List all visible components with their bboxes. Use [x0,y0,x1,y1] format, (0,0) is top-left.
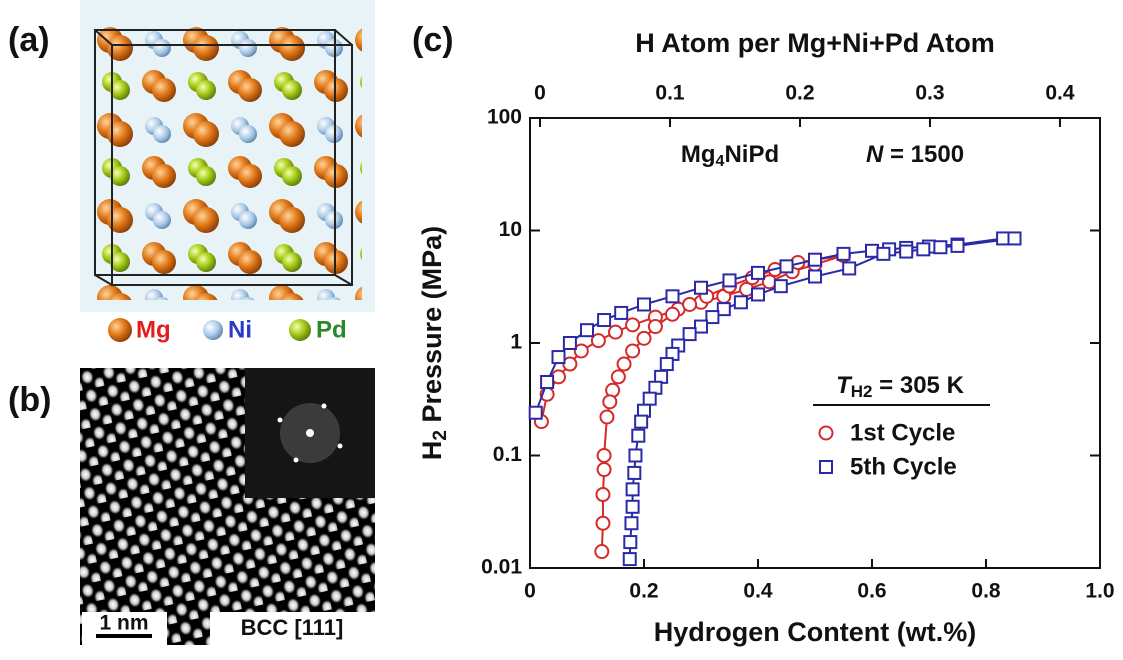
point [900,246,912,258]
legend-marker [820,461,832,473]
point [934,241,946,253]
point [695,282,707,294]
point [629,450,641,462]
point [541,376,553,388]
point [838,248,850,260]
legend-label: 5th Cycle [850,453,957,480]
point [695,321,707,333]
scale-bar-label: 1 nm [99,612,148,635]
y-tick-label: 1 [510,331,522,354]
point [775,280,787,292]
point [649,320,662,333]
x2-tick-label: 0.2 [785,82,814,105]
point [781,260,793,272]
panel-label: (a) [8,21,50,59]
point [612,370,625,383]
x-tick-label: 1.0 [1085,580,1114,603]
point [598,449,611,462]
crystal-structure [80,0,375,342]
y-axis-label: H2 Pressure (MPa) [417,226,451,460]
annotation: Mg4NiPd [681,141,779,170]
point [625,517,637,529]
point [581,324,593,336]
x2-axis-label: H Atom per Mg+Ni+Pd Atom [635,28,995,58]
legend-label: Mg [136,316,171,343]
point [809,254,821,266]
x-tick-label: 0.6 [857,580,886,603]
point [683,298,696,311]
point [530,407,542,419]
point [615,307,627,319]
point [809,271,821,283]
point [598,314,610,326]
point [706,311,718,323]
x-tick-label: 0.2 [629,580,658,603]
y-tick-label: 100 [487,106,522,129]
point [564,337,576,349]
point [997,232,1009,244]
x2-tick-label: 0.4 [1045,82,1075,105]
x-tick-label: 0 [524,580,536,603]
x-axis-label: Hydrogen Content (wt.%) [654,617,976,647]
y-tick-label: 10 [499,218,522,241]
point [917,243,929,255]
point [843,262,855,274]
annotation: N = 1500 [866,141,964,168]
legend-label: Pd [316,316,347,343]
legend-label: 1st Cycle [850,419,955,446]
point [600,410,613,423]
x-tick-label: 0.4 [743,580,773,603]
point [661,358,673,370]
point [752,288,764,300]
point [596,488,609,501]
point [735,296,747,308]
x2-tick-label: 0.1 [655,82,685,105]
x2-tick-label: 0 [534,82,546,105]
plot-frame [530,118,1100,568]
x2-tick-label: 0.3 [915,82,944,105]
point [866,245,878,257]
panel-label: (b) [8,381,51,419]
point [624,536,636,548]
point [718,303,730,315]
point [877,248,889,260]
point [632,430,644,442]
point [667,290,679,302]
point [724,274,736,286]
point [618,358,631,371]
point [596,517,609,530]
point [952,240,964,252]
point [684,328,696,340]
tem-image [80,368,375,645]
point [626,318,639,331]
legend-title: TH2 = 305 K [836,372,964,401]
figure: (a) Mg Ni Pd (b) 1 nm BCC [111] (c) Hydr… [0,0,1123,660]
point [638,298,650,310]
legend-label: Ni [228,316,252,343]
y-tick-label: 0.1 [493,443,523,466]
point [603,395,616,408]
x-tick-label: 0.8 [971,580,1001,603]
point [624,553,636,565]
y-tick-label: 0.01 [481,556,522,579]
point [666,308,679,321]
point [752,267,764,279]
point [1009,232,1021,244]
zone-axis-label: BCC [111] [241,615,344,640]
point [595,545,608,558]
point [628,467,640,479]
point [626,344,639,357]
point [598,463,611,476]
point [635,416,647,428]
point [638,332,651,345]
point [553,351,565,363]
point [609,326,622,339]
legend-marker [820,427,833,440]
point [627,501,639,513]
point [644,393,656,405]
panel-label: (c) [412,21,454,59]
point [627,483,639,495]
